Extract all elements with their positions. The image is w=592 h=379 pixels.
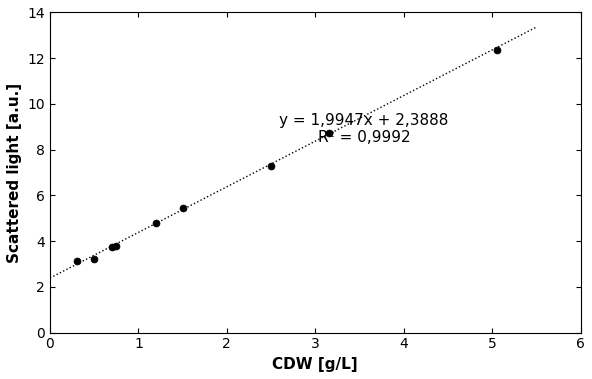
X-axis label: CDW [g/L]: CDW [g/L] xyxy=(272,357,358,372)
Text: y = 1,9947x + 2,3888
R² = 0,9992: y = 1,9947x + 2,3888 R² = 0,9992 xyxy=(279,113,449,145)
Point xyxy=(111,243,121,249)
Point xyxy=(266,163,276,169)
Y-axis label: Scattered light [a.u.]: Scattered light [a.u.] xyxy=(7,83,22,263)
Point xyxy=(178,205,188,211)
Point xyxy=(152,220,161,226)
Point xyxy=(89,257,99,263)
Point xyxy=(72,258,81,264)
Point xyxy=(492,47,501,53)
Point xyxy=(324,130,333,136)
Point xyxy=(107,244,117,250)
